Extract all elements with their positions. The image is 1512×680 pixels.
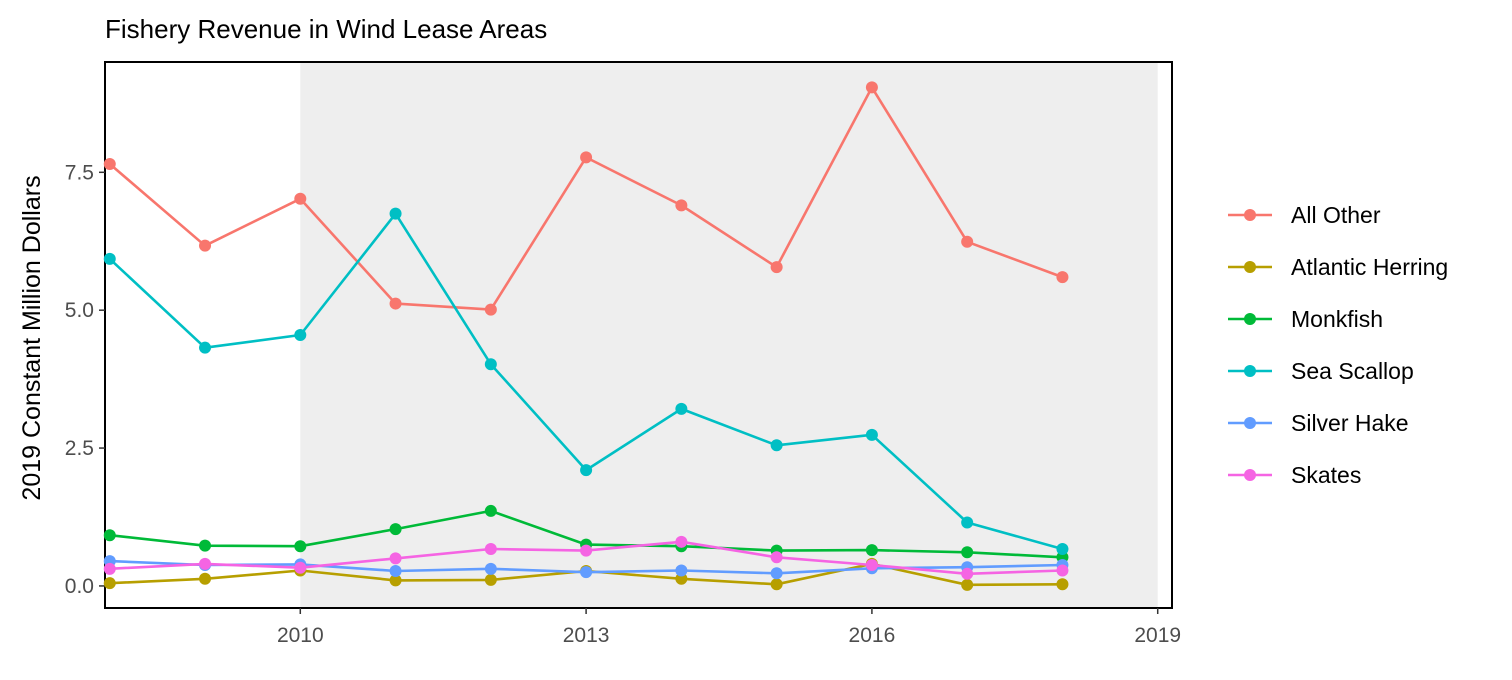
data-point-skates bbox=[580, 544, 593, 557]
data-point-sea-scallop bbox=[770, 439, 783, 452]
data-point-sea-scallop bbox=[865, 428, 878, 441]
data-point-all-other bbox=[294, 192, 307, 205]
legend-item-silver-hake: Silver Hake bbox=[1228, 410, 1409, 436]
data-point-skates bbox=[961, 567, 974, 580]
data-point-silver-hake bbox=[770, 567, 783, 580]
data-point-sea-scallop bbox=[294, 329, 307, 341]
legend-key-point bbox=[1244, 365, 1256, 377]
legend-item-monkfish: Monkfish bbox=[1228, 306, 1383, 332]
data-point-sea-scallop bbox=[103, 252, 116, 265]
legend-label: All Other bbox=[1291, 202, 1381, 228]
legend-label: Skates bbox=[1291, 462, 1361, 488]
data-point-skates bbox=[294, 561, 307, 574]
data-point-all-other bbox=[865, 81, 878, 94]
data-point-skates bbox=[1056, 564, 1069, 577]
data-point-atlantic-herring bbox=[770, 578, 783, 591]
data-point-all-other bbox=[675, 199, 688, 212]
chart-title: Fishery Revenue in Wind Lease Areas bbox=[105, 14, 547, 44]
y-tick-label: 2.5 bbox=[65, 437, 94, 460]
data-point-monkfish bbox=[961, 546, 974, 559]
data-point-sea-scallop bbox=[580, 464, 593, 477]
data-point-atlantic-herring bbox=[1056, 578, 1069, 591]
data-point-atlantic-herring bbox=[484, 573, 497, 586]
data-point-atlantic-herring bbox=[961, 578, 974, 591]
legend-item-atlantic-herring: Atlantic Herring bbox=[1228, 254, 1448, 280]
legend-label: Atlantic Herring bbox=[1291, 254, 1448, 280]
legend-item-all-other: All Other bbox=[1228, 202, 1381, 228]
data-point-skates bbox=[865, 558, 878, 571]
data-point-all-other bbox=[961, 235, 974, 248]
data-point-sea-scallop bbox=[961, 516, 974, 529]
y-tick-label: 0.0 bbox=[65, 575, 94, 598]
legend-key-point bbox=[1244, 313, 1256, 325]
data-point-monkfish bbox=[865, 544, 878, 557]
data-point-all-other bbox=[580, 151, 593, 164]
y-tick-label: 7.5 bbox=[65, 161, 94, 184]
data-point-atlantic-herring bbox=[103, 577, 116, 590]
series-skates bbox=[103, 535, 1069, 580]
data-point-sea-scallop bbox=[389, 207, 402, 220]
legend: All Other Atlantic Herring Monkfish Sea Sca… bbox=[1228, 202, 1448, 488]
data-point-monkfish bbox=[294, 540, 307, 553]
y-axis: 0.0 2.5 5.0 7.5 bbox=[65, 161, 105, 598]
data-point-silver-hake bbox=[675, 564, 688, 577]
data-point-all-other bbox=[389, 297, 402, 310]
x-tick-label: 2013 bbox=[563, 624, 610, 647]
data-point-all-other bbox=[484, 303, 497, 316]
legend-item-sea-scallop: Sea Scallop bbox=[1228, 358, 1414, 384]
data-point-skates bbox=[675, 535, 688, 548]
data-point-monkfish bbox=[103, 529, 116, 542]
x-tick-label: 2010 bbox=[277, 624, 324, 647]
data-point-skates bbox=[389, 552, 402, 565]
data-point-all-other bbox=[1056, 271, 1069, 284]
data-point-sea-scallop bbox=[675, 402, 688, 415]
data-point-atlantic-herring bbox=[389, 574, 402, 587]
plot-panel bbox=[104, 61, 1173, 609]
data-point-atlantic-herring bbox=[199, 572, 212, 585]
data-point-silver-hake bbox=[484, 562, 497, 575]
x-tick-label: 2019 bbox=[1134, 624, 1181, 647]
data-point-all-other bbox=[770, 261, 783, 274]
y-tick-label: 5.0 bbox=[65, 299, 94, 322]
legend-key-point bbox=[1244, 469, 1256, 481]
data-point-all-other bbox=[103, 158, 116, 171]
data-point-skates bbox=[484, 542, 497, 555]
panel-border bbox=[104, 61, 1173, 609]
data-point-sea-scallop bbox=[484, 358, 497, 371]
data-point-silver-hake bbox=[580, 566, 593, 579]
y-axis-title: 2019 Constant Million Dollars bbox=[18, 175, 46, 500]
data-point-monkfish bbox=[389, 523, 402, 536]
x-tick-label: 2016 bbox=[849, 624, 896, 647]
data-point-monkfish bbox=[484, 504, 497, 517]
legend-key-point bbox=[1244, 417, 1256, 429]
series-sea-scallop bbox=[103, 207, 1069, 555]
legend-label: Silver Hake bbox=[1291, 410, 1409, 436]
legend-label: Sea Scallop bbox=[1291, 358, 1414, 384]
data-point-sea-scallop bbox=[199, 341, 212, 354]
x-axis: 2010 2013 2016 2019 bbox=[277, 608, 1181, 647]
data-point-monkfish bbox=[199, 539, 212, 552]
data-point-skates bbox=[199, 557, 212, 570]
legend-label: Monkfish bbox=[1291, 306, 1383, 332]
data-point-silver-hake bbox=[389, 565, 402, 578]
legend-key-point bbox=[1244, 261, 1256, 273]
data-point-skates bbox=[103, 562, 116, 575]
series-all-other bbox=[103, 81, 1069, 316]
series-layer bbox=[103, 81, 1069, 591]
legend-item-skates: Skates bbox=[1228, 462, 1361, 488]
data-point-sea-scallop bbox=[1056, 542, 1069, 555]
data-point-skates bbox=[770, 551, 783, 564]
shaded-period bbox=[300, 62, 1158, 608]
data-point-atlantic-herring bbox=[675, 572, 688, 585]
legend-key-point bbox=[1244, 209, 1256, 221]
data-point-all-other bbox=[199, 239, 212, 252]
